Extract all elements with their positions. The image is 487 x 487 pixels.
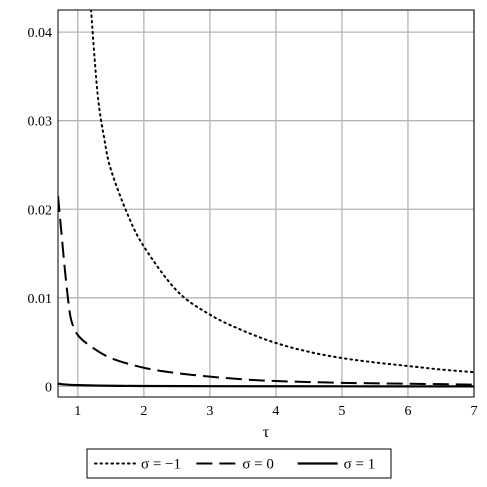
legend-label: σ = 1 [344,457,376,473]
x-tick-labels: 1 2 3 4 5 6 7 [74,404,477,419]
y-tick-label: 0 [45,380,52,395]
grid [58,10,475,397]
x-axis-label: τ [263,424,270,441]
y-tick-label: 0.02 [28,203,53,218]
x-tick-label: 7 [471,404,478,419]
legend-label: σ = −1 [141,457,181,473]
legend: σ = −1 σ = 0 σ = 1 [86,448,392,479]
x-tick-label: 6 [404,404,411,419]
y-tick-label: 0.01 [28,292,53,307]
y-tick-label: 0.04 [28,26,53,41]
x-tick-label: 2 [140,404,147,419]
x-tick-label: 1 [74,404,81,419]
x-tick-label: 5 [338,404,345,419]
x-tick-label: 4 [272,404,279,419]
series-line-solid [58,382,474,388]
legend-label: σ = 0 [242,457,274,473]
series-group [58,10,474,388]
series-line-dashed [58,195,474,386]
series-line-dotted [90,10,474,374]
y-tick-label: 0.03 [28,115,53,130]
legend-box [86,448,392,479]
x-tick-label: 3 [206,404,213,419]
y-tick-labels: 0 0.01 0.02 0.03 0.04 [28,26,53,395]
